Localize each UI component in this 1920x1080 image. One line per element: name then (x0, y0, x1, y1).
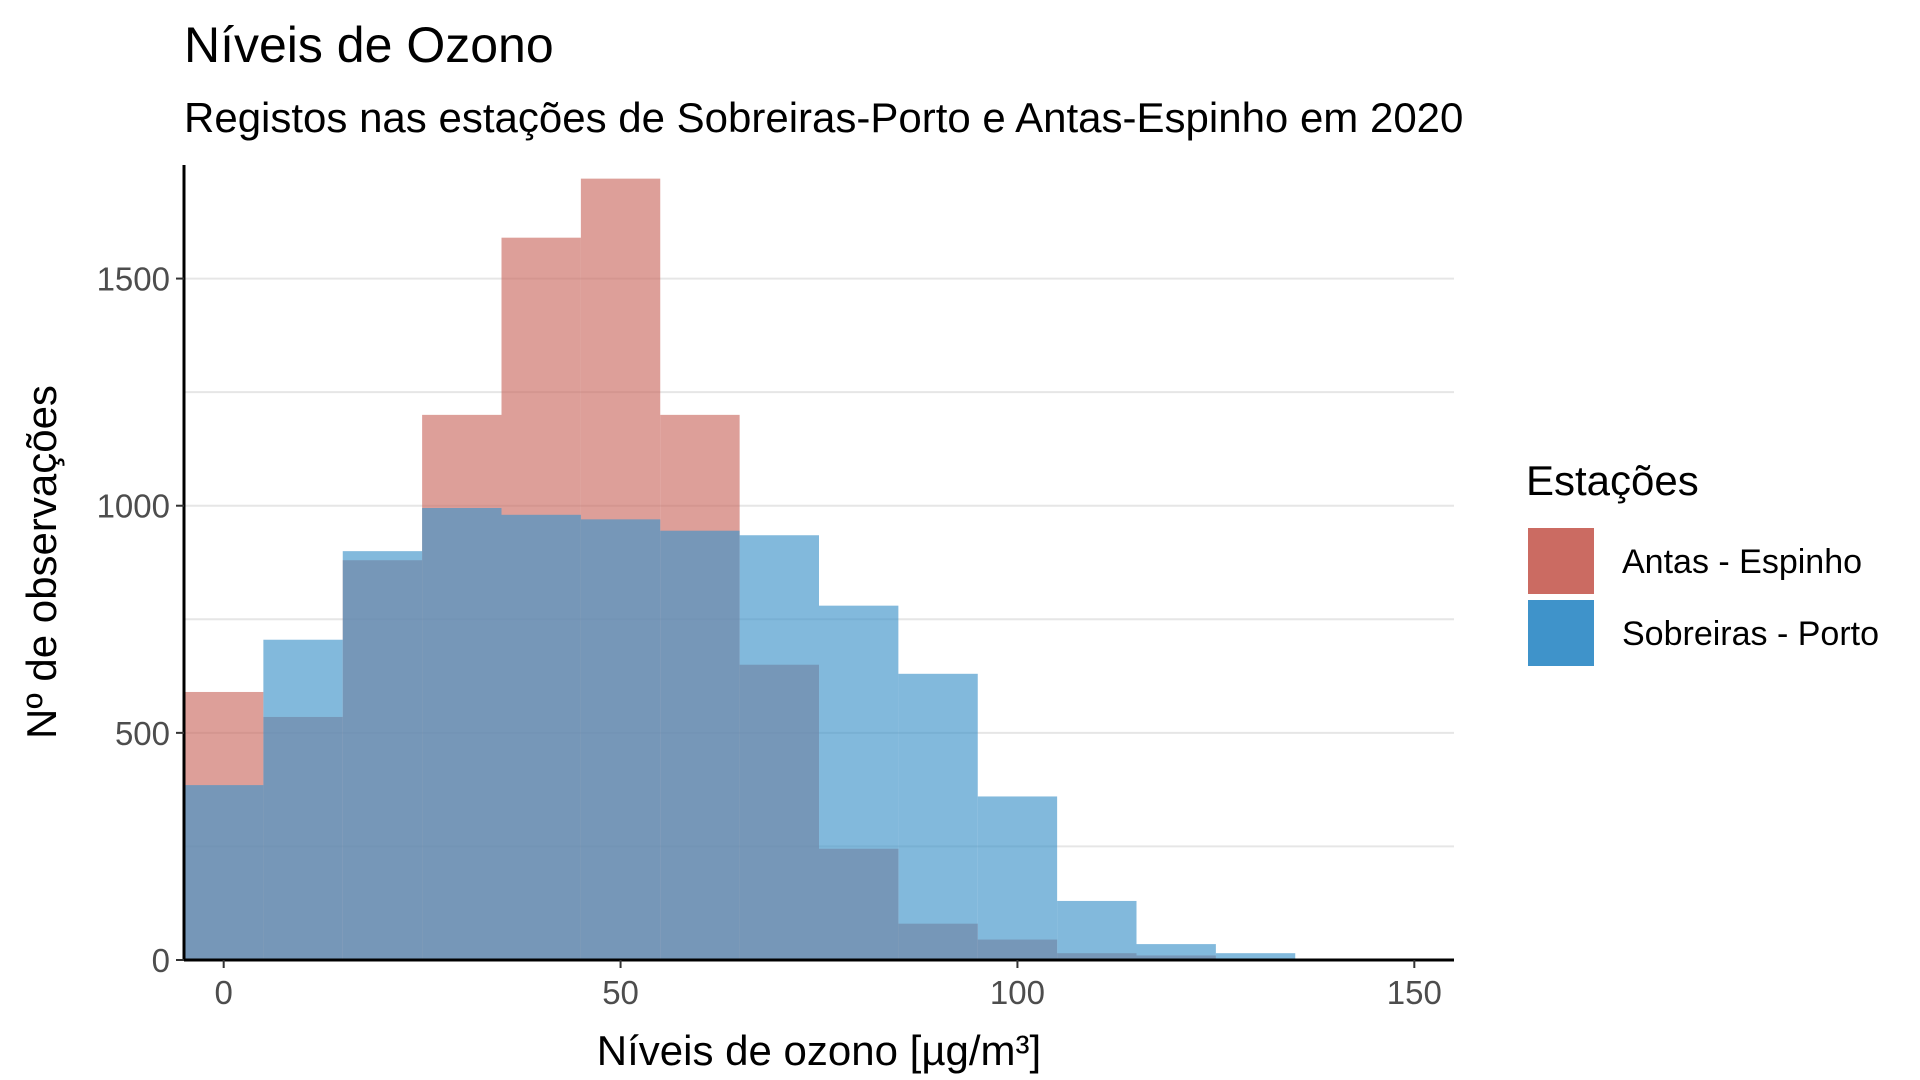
x-tick-label: 100 (990, 974, 1045, 1011)
legend: Estações Antas - Espinho Sobreiras - Port… (1526, 457, 1879, 666)
legend-items: Antas - Espinho Sobreiras - Porto (1528, 528, 1879, 666)
y-tick-label: 1000 (97, 488, 170, 525)
legend-title: Estações (1526, 457, 1699, 504)
y-tick-label: 0 (152, 942, 170, 979)
histogram-bar (977, 796, 1058, 960)
legend-key (1528, 528, 1594, 594)
y-tick-label: 500 (115, 715, 170, 752)
histogram-bar (263, 639, 343, 960)
x-tick-label: 0 (215, 974, 233, 1011)
histogram-bar (819, 605, 899, 960)
chart-title: Níveis de Ozono (184, 17, 554, 73)
y-axis-title: Nº de observações (18, 385, 65, 739)
histogram-bar (501, 514, 581, 960)
series-2-bars (184, 507, 1375, 960)
legend-label: Antas - Espinho (1622, 543, 1862, 581)
histogram-bar (342, 551, 423, 960)
legend-key (1528, 600, 1594, 666)
histogram-bar (580, 519, 661, 960)
histogram-bars (184, 178, 1375, 961)
legend-label: Sobreiras - Porto (1622, 615, 1879, 653)
x-tick-label: 50 (602, 974, 639, 1011)
histogram-bar (898, 673, 978, 960)
histogram-bar (660, 530, 740, 960)
histogram-bar (422, 507, 502, 960)
histogram-bar (739, 535, 819, 960)
histogram-bar (1136, 944, 1216, 960)
x-axis-title: Níveis de ozono [µg/m³] (597, 1027, 1041, 1074)
axes (182, 165, 1454, 962)
histogram-bar (1215, 953, 1296, 960)
histogram-bar (184, 785, 264, 960)
x-tick-label: 150 (1387, 974, 1442, 1011)
y-tick-label: 1500 (97, 261, 170, 298)
histogram-bar (1057, 900, 1137, 960)
chart-subtitle: Registos nas estações de Sobreiras-Porto… (184, 94, 1463, 141)
